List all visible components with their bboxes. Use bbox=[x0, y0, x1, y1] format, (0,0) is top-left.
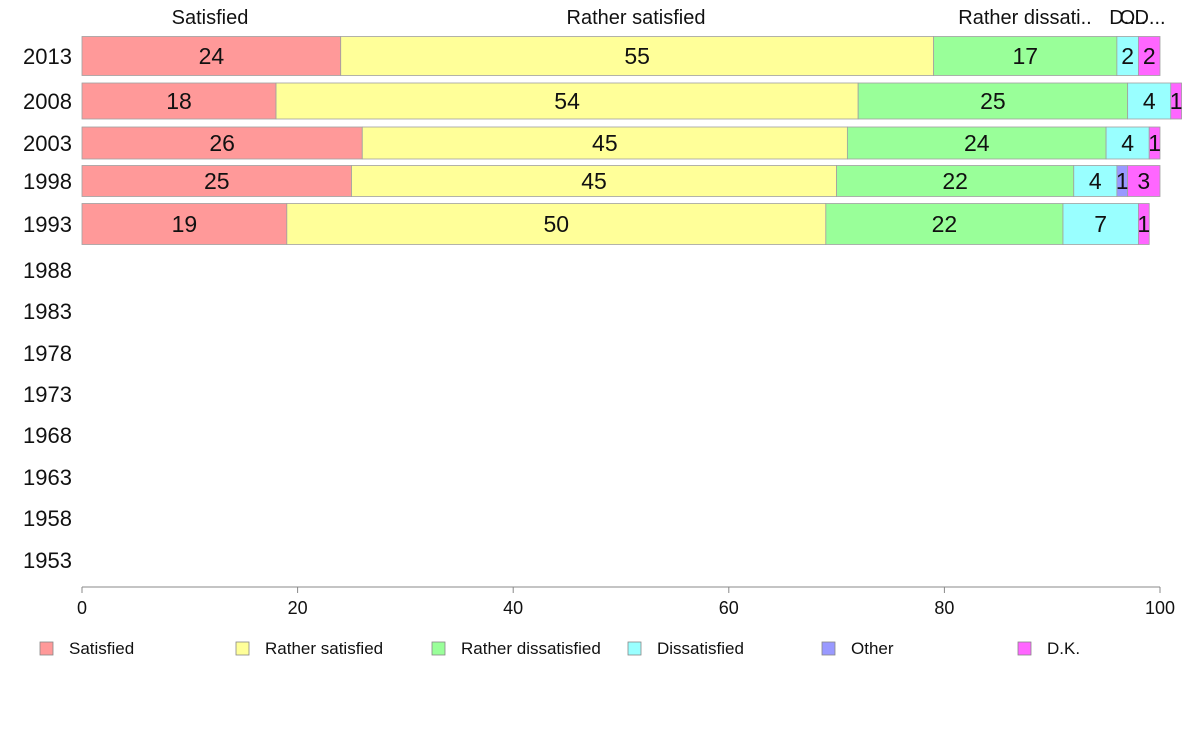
header-label-2: Rather dissati.. bbox=[958, 7, 1091, 29]
bar-2003-rather-satisfied bbox=[361, 126, 848, 160]
bar-2008-rather-satisfied bbox=[275, 82, 859, 120]
value-label-1993-satisfied: 19 bbox=[172, 211, 198, 237]
value-label-1993-rather-dissatisfied: 22 bbox=[932, 211, 958, 237]
bar-1993-rather-dissatisfied bbox=[825, 203, 1064, 245]
bar-2003-rather-dissatisfied bbox=[846, 126, 1107, 160]
value-label-1993-rather-satisfied: 50 bbox=[544, 211, 570, 237]
year-axis-labels: 2013 2008 2003 1998 1993 1988 1983 1978 1973 1968… bbox=[23, 44, 72, 573]
bars: 24 55 17 2 218 54 25 4 126 45 24 4 125 45 22 4 1 319 50 22 7… bbox=[81, 36, 1183, 245]
x-tick-label-0: 0 bbox=[77, 598, 87, 618]
value-label-1998-satisfied: 25 bbox=[204, 168, 230, 194]
value-label-1993-d-k: 1 bbox=[1137, 211, 1150, 237]
value-label-2013-rather-satisfied: 55 bbox=[624, 43, 650, 69]
legend-swatch-dissatisfied bbox=[627, 641, 642, 656]
value-label-1998-dissatisfied: 4 bbox=[1089, 168, 1102, 194]
legend-label-dissatisfied: Dissatisfied bbox=[657, 639, 744, 658]
legend-swatch-rather-satisfied bbox=[235, 641, 250, 656]
bar-2008-satisfied bbox=[81, 82, 277, 120]
value-label-2013-rather-dissatisfied: 17 bbox=[1012, 43, 1038, 69]
header-label-4: O.. bbox=[1120, 7, 1147, 29]
bar-1993-satisfied bbox=[81, 203, 288, 245]
legend-swatch-rather-dissatisfied bbox=[431, 641, 446, 656]
bar-2013-satisfied bbox=[81, 36, 342, 76]
header-label-0: Satisfied bbox=[172, 7, 249, 29]
category-header-labels: Satisfied Rather satisfied Rather dissati.… bbox=[172, 7, 1166, 29]
value-label-1998-other: 1 bbox=[1116, 168, 1129, 194]
header-label-3: D.. bbox=[1109, 7, 1135, 29]
value-label-2003-satisfied: 26 bbox=[209, 130, 235, 156]
value-label-2003-rather-satisfied: 45 bbox=[592, 130, 618, 156]
legend-label-other: Other bbox=[851, 639, 894, 658]
value-label-2008-satisfied: 18 bbox=[166, 88, 192, 114]
bar-2003-dissatisfied bbox=[1105, 126, 1150, 160]
value-label-2013-dissatisfied: 2 bbox=[1121, 43, 1134, 69]
x-axis: 0 20 40 60 80 100 bbox=[77, 586, 1175, 618]
year-label-1983: 1983 bbox=[23, 299, 72, 324]
value-label-1998-rather-dissatisfied: 22 bbox=[942, 168, 968, 194]
bar-1998-d-k bbox=[1127, 165, 1161, 197]
x-tick-label-60: 60 bbox=[719, 598, 739, 618]
x-tick-label-40: 40 bbox=[503, 598, 523, 618]
bar-2008-rather-dissatisfied bbox=[857, 82, 1129, 120]
x-tick-label-20: 20 bbox=[288, 598, 308, 618]
bar-1998-satisfied bbox=[81, 165, 352, 197]
value-label-2008-rather-dissatisfied: 25 bbox=[980, 88, 1006, 114]
legend-label-rather-dissatisfied: Rather dissatisfied bbox=[461, 639, 601, 658]
value-label-2013-satisfied: 24 bbox=[199, 43, 225, 69]
year-label-2008: 2008 bbox=[23, 89, 72, 114]
legend-swatch-satisfied bbox=[39, 641, 54, 656]
value-label-2003-dissatisfied: 4 bbox=[1121, 130, 1134, 156]
value-label-2008-dissatisfied: 4 bbox=[1143, 88, 1156, 114]
value-label-2003-d-k: 1 bbox=[1148, 130, 1161, 156]
legend-label-d-k: D.K. bbox=[1047, 639, 1080, 658]
value-label-2003-rather-dissatisfied: 24 bbox=[964, 130, 990, 156]
year-label-1968: 1968 bbox=[23, 423, 72, 448]
value-label-2008-d-k: 1 bbox=[1170, 88, 1183, 114]
x-tick-label-80: 80 bbox=[934, 598, 954, 618]
bar-2003-d-k bbox=[1148, 126, 1161, 160]
year-label-2013: 2013 bbox=[23, 44, 72, 69]
year-label-1953: 1953 bbox=[23, 548, 72, 573]
value-label-1993-dissatisfied: 7 bbox=[1094, 211, 1107, 237]
value-label-2013-d-k: 2 bbox=[1143, 43, 1156, 69]
header-label-5: D... bbox=[1134, 7, 1165, 29]
year-label-1958: 1958 bbox=[23, 506, 72, 531]
bar-1993-dissatisfied bbox=[1062, 203, 1139, 245]
value-label-1998-rather-satisfied: 45 bbox=[581, 168, 607, 194]
year-label-2003: 2003 bbox=[23, 131, 72, 156]
value-label-2008-rather-satisfied: 54 bbox=[554, 88, 580, 114]
x-tick-label-100: 100 bbox=[1145, 598, 1175, 618]
value-label-1998-d-k: 3 bbox=[1137, 168, 1150, 194]
year-label-1973: 1973 bbox=[23, 382, 72, 407]
legend: Satisfied Rather satisfied Rather dissatis… bbox=[39, 639, 1080, 658]
bar-2013-rather-dissatisfied bbox=[933, 36, 1118, 76]
year-label-1988: 1988 bbox=[23, 258, 72, 283]
bar-2013-d-k bbox=[1138, 36, 1161, 76]
year-label-1998: 1998 bbox=[23, 169, 72, 194]
year-label-1993: 1993 bbox=[23, 212, 72, 237]
header-label-1: Rather satisfied bbox=[567, 7, 706, 29]
year-label-1978: 1978 bbox=[23, 341, 72, 366]
bar-2008-d-k bbox=[1170, 82, 1182, 120]
legend-swatch-other bbox=[821, 641, 836, 656]
bar-1993-rather-satisfied bbox=[286, 203, 827, 245]
legend-label-rather-satisfied: Rather satisfied bbox=[265, 639, 383, 658]
bar-1993-d-k bbox=[1138, 203, 1150, 245]
legend-label-satisfied: Satisfied bbox=[69, 639, 134, 658]
legend-swatch-d-k bbox=[1017, 641, 1032, 656]
year-label-1963: 1963 bbox=[23, 465, 72, 490]
